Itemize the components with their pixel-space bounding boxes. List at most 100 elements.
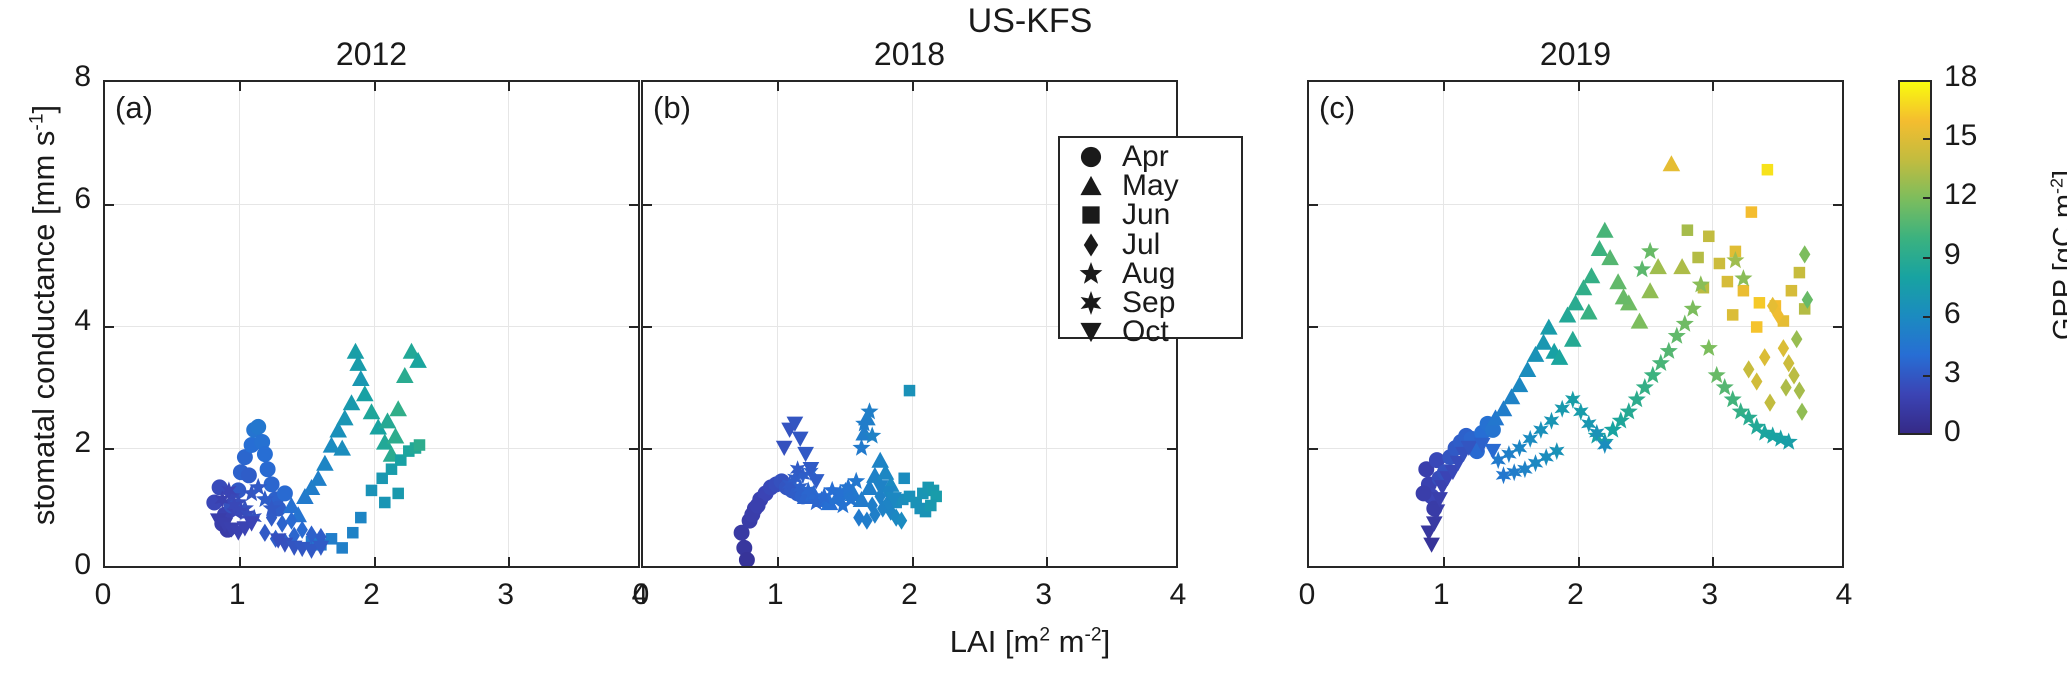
- x-tick: [1045, 557, 1048, 566]
- y-tick: [643, 326, 652, 328]
- x-tick: [777, 82, 780, 91]
- y-tick: [1833, 326, 1842, 328]
- colorbar-tick-label: 0: [1944, 415, 1961, 448]
- colorbar-tick-label: 12: [1944, 178, 1978, 212]
- y-tick-label: 8: [74, 60, 91, 93]
- y-tick-label: 6: [74, 182, 91, 215]
- legend-item-label: Jul: [1122, 227, 1161, 261]
- colorbar-tick-label: 9: [1944, 237, 1961, 271]
- legend-item-label: Apr: [1122, 139, 1169, 173]
- y-tick: [1309, 326, 1318, 328]
- gridline-horizontal: [105, 326, 638, 327]
- star5-icon: [1060, 261, 1122, 286]
- gridline-vertical: [1443, 82, 1445, 566]
- x-tick: [911, 82, 914, 91]
- y-tick: [1309, 448, 1318, 450]
- data-layer: [1309, 82, 1842, 566]
- gridline-vertical: [777, 82, 779, 566]
- colorbar-tick: [1923, 315, 1932, 318]
- star6-icon: [1060, 291, 1122, 316]
- gridline-vertical: [239, 82, 241, 566]
- diamond-icon: [1060, 233, 1122, 257]
- x-tick-label: 0: [632, 578, 650, 611]
- x-tick-label: 3: [497, 578, 515, 611]
- gridline-vertical: [911, 82, 913, 566]
- legend-item-label: Oct: [1122, 315, 1169, 349]
- x-tick-label: 4: [1169, 578, 1187, 611]
- x-tick-label: 4: [631, 578, 649, 611]
- y-tick: [1167, 448, 1176, 450]
- y-tick: [643, 204, 652, 206]
- plot-panel-2019: [1307, 80, 1844, 568]
- x-tick-label: 2: [363, 578, 380, 611]
- x-tick: [507, 82, 510, 91]
- triangle-up-icon: [1060, 174, 1122, 198]
- y-tick: [629, 204, 638, 206]
- colorbar-tick: [1923, 256, 1932, 259]
- x-tick-label: 0: [94, 578, 112, 611]
- gridline-horizontal: [643, 326, 1176, 327]
- x-tick: [373, 82, 376, 91]
- legend-item-label: Aug: [1122, 256, 1176, 290]
- circle-icon: [1060, 145, 1122, 169]
- plot-panel-2012: [103, 80, 640, 568]
- legend-item-oct: Oct: [1060, 315, 1241, 349]
- panel-letter: (c): [1319, 90, 1356, 125]
- gridline-vertical: [1045, 82, 1047, 566]
- triangle-down-icon: [1060, 320, 1122, 344]
- y-tick: [1833, 204, 1842, 206]
- x-axis-label: LAI [m2 m-2]: [949, 624, 1111, 659]
- x-tick: [1045, 82, 1048, 91]
- x-tick: [239, 557, 242, 566]
- figure-title: US-KFS: [967, 2, 1093, 40]
- data-layer: [643, 82, 1176, 566]
- x-tick-label: 1: [1432, 578, 1450, 611]
- y-tick-label: 4: [74, 304, 91, 337]
- panel-title-2012: 2012: [335, 36, 408, 72]
- month-legend: Apr May Jun Jul Aug Sep Oct: [1058, 136, 1243, 347]
- x-tick: [1443, 82, 1446, 91]
- x-tick: [777, 557, 780, 566]
- colorbar-tick: [1923, 197, 1932, 200]
- legend-item-may: May: [1060, 168, 1241, 202]
- gridline-horizontal: [1309, 204, 1842, 205]
- legend-item-jul: Jul: [1060, 227, 1241, 261]
- gridline-horizontal: [105, 448, 638, 449]
- gridline-horizontal: [1309, 448, 1842, 449]
- legend-item-label: May: [1122, 168, 1179, 202]
- gridline-horizontal: [105, 204, 638, 205]
- colorbar-tick-label: 18: [1944, 60, 1978, 93]
- panel-letter: (b): [653, 90, 691, 125]
- y-tick-label: 0: [74, 548, 91, 581]
- y-tick: [629, 448, 638, 450]
- x-tick-label: 1: [766, 578, 784, 611]
- x-tick: [1577, 82, 1580, 91]
- colorbar-tick: [1923, 374, 1932, 377]
- x-tick: [373, 557, 376, 566]
- y-tick-label: 2: [74, 426, 91, 459]
- legend-item-jun: Jun: [1060, 198, 1241, 232]
- x-tick-label: 3: [1035, 578, 1053, 611]
- colorbar-label: GPP [gC m-2]: [2046, 170, 2067, 341]
- legend-item-sep: Sep: [1060, 288, 1241, 318]
- panel-title-2019: 2019: [1539, 36, 1612, 72]
- x-tick-label: 0: [1298, 578, 1316, 611]
- x-tick: [1711, 82, 1714, 91]
- data-layer: [105, 82, 638, 566]
- x-tick: [1443, 557, 1446, 566]
- y-tick: [1309, 204, 1318, 206]
- x-tick: [239, 82, 242, 91]
- x-tick-label: 3: [1701, 578, 1719, 611]
- gridline-vertical: [1711, 82, 1713, 566]
- x-tick-label: 2: [1567, 578, 1584, 611]
- y-tick: [1833, 448, 1842, 450]
- square-icon: [1060, 203, 1122, 227]
- legend-item-label: Jun: [1122, 198, 1171, 232]
- legend-item-apr: Apr: [1060, 139, 1241, 173]
- gridline-vertical: [1577, 82, 1579, 566]
- x-tick: [1711, 557, 1714, 566]
- colorbar-tick-label: 15: [1944, 119, 1978, 153]
- gridline-horizontal: [1309, 326, 1842, 327]
- x-tick: [911, 557, 914, 566]
- gridline-vertical: [373, 82, 375, 566]
